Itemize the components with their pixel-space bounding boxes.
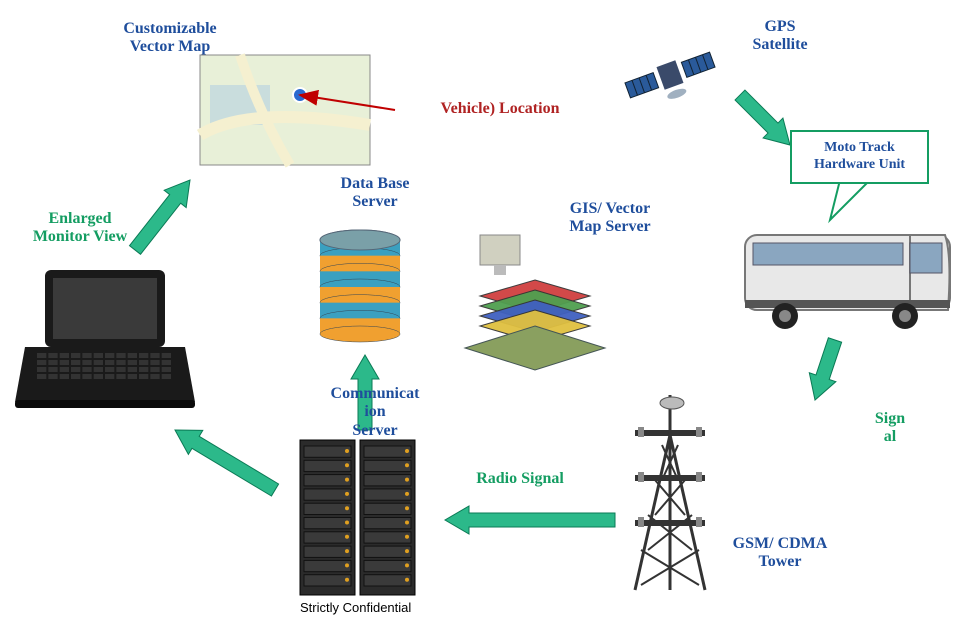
- label-communication-server: Communicat ion Server: [300, 385, 450, 440]
- label-database-server: Data Base Server: [300, 175, 450, 212]
- label-customizable-vector-map: Customizable Vector Map: [90, 20, 250, 57]
- label-gsm-cdma-tower: GSM/ CDMA Tower: [700, 535, 860, 572]
- label-signal: Sign al: [850, 410, 930, 447]
- label-radio-signal: Radio Signal: [440, 470, 600, 488]
- label-gps-satellite: GPS Satellite: [720, 18, 840, 55]
- label-enlarged-monitor-view: Enlarged Monitor View: [5, 210, 155, 247]
- label-gis-vector-map-server: GIS/ Vector Map Server: [530, 200, 690, 237]
- moto-track-hardware-unit-text: Moto Track Hardware Unit: [792, 140, 927, 174]
- moto-track-hardware-unit-box: Moto Track Hardware Unit: [790, 130, 929, 184]
- footer-confidential: Strictly Confidential: [300, 600, 411, 615]
- diagram-canvas: [0, 0, 953, 625]
- label-vehicle-location: Vehicle) Location: [400, 100, 600, 118]
